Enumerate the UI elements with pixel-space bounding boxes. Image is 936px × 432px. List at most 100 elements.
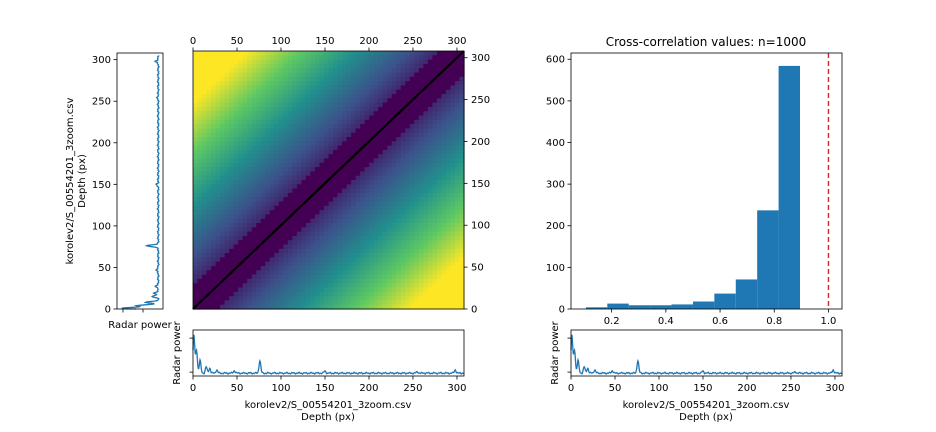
heatmap-frame <box>192 50 465 310</box>
heatmap-cell <box>301 214 307 220</box>
heatmap-cell <box>373 106 379 112</box>
heatmap-cell <box>418 98 424 104</box>
heatmap-cell <box>265 137 271 142</box>
heatmap-cell <box>414 51 420 56</box>
heatmap-cell <box>220 124 226 129</box>
heatmap-cell <box>224 244 230 250</box>
heatmap-cell <box>391 111 397 117</box>
heatmap-cell <box>224 162 230 168</box>
heatmap-cell <box>432 85 438 91</box>
heatmap-cell <box>314 304 321 310</box>
heatmap-cell <box>193 132 199 138</box>
heatmap-cell <box>351 119 357 125</box>
heatmap-cell <box>287 227 293 233</box>
heatmap-cell <box>364 184 370 190</box>
heatmap-cell <box>202 137 208 142</box>
heatmap-cell <box>369 201 375 207</box>
heatmap-cell <box>292 248 298 254</box>
heatmap-cell <box>292 115 298 121</box>
heatmap-cell <box>427 128 433 134</box>
heatmap-cell <box>454 162 461 168</box>
heatmap-cell <box>427 149 433 155</box>
heatmap-cell <box>333 149 339 155</box>
heatmap-cell <box>319 253 325 258</box>
heatmap-cell <box>269 201 275 207</box>
heatmap-cell <box>229 184 235 190</box>
heatmap-cell <box>459 283 465 289</box>
heatmap-cell <box>319 145 325 151</box>
heatmap-cell <box>432 137 438 142</box>
heatmap-cell <box>265 231 271 237</box>
heatmap-cell <box>274 98 280 104</box>
heatmap-cell <box>242 188 248 194</box>
heatmap-cell <box>265 291 271 297</box>
heatmap-cell <box>206 51 212 56</box>
heatmap-cell <box>373 171 379 177</box>
bottom-trace-2-xtick-label: 50 <box>609 383 622 394</box>
heatmap-cell <box>278 115 284 121</box>
heatmap-cell <box>373 94 379 99</box>
heatmap-cell <box>265 240 271 246</box>
heatmap-cell <box>260 158 266 164</box>
heatmap-cell <box>251 158 257 164</box>
heatmap-cell <box>233 59 239 65</box>
heatmap-cell <box>396 257 402 263</box>
heatmap-cell <box>414 76 420 82</box>
heatmap-cell <box>202 240 208 246</box>
heatmap-cell <box>301 89 307 95</box>
heatmap-cell <box>193 158 199 164</box>
heatmap-cell <box>206 205 212 211</box>
heatmap-cell <box>333 274 339 280</box>
heatmap-cell <box>436 180 443 185</box>
heatmap-cell <box>436 94 443 99</box>
heatmap-cell <box>238 59 244 65</box>
heatmap-cell <box>296 248 302 254</box>
heatmap-cell <box>301 141 307 147</box>
heatmap-cell <box>260 304 266 310</box>
left-ytick-label: 150 <box>92 180 111 191</box>
heatmap-cell <box>396 188 402 194</box>
heatmap-cell <box>301 175 307 181</box>
heatmap-cell <box>247 205 253 211</box>
heatmap-cell <box>360 180 366 185</box>
heatmap-cell <box>251 102 257 108</box>
heatmap-cell <box>355 205 361 211</box>
heatmap-cell <box>450 175 456 181</box>
heatmap-cell <box>459 184 465 190</box>
heatmap-cell <box>387 291 393 297</box>
heatmap-cell <box>364 145 370 151</box>
heatmap-cell <box>265 98 271 104</box>
heatmap-cell <box>355 248 361 254</box>
heatmap-cell <box>310 51 316 56</box>
heatmap-cell <box>346 188 352 194</box>
heatmap-cell <box>445 218 452 224</box>
heatmap-cell <box>256 106 262 112</box>
heatmap-cell <box>328 257 334 263</box>
heatmap-cell <box>355 154 361 160</box>
heatmap-cell <box>229 188 235 194</box>
heatmap-cell <box>229 132 235 138</box>
heatmap-cell <box>378 154 384 160</box>
heatmap-cell <box>432 266 438 271</box>
heatmap-cell <box>391 171 397 177</box>
heatmap-cell <box>247 98 253 104</box>
heatmap-cell <box>405 291 411 297</box>
heatmap-cell <box>215 175 221 181</box>
heatmap-cell <box>387 85 393 91</box>
heatmap-cell <box>432 227 438 233</box>
heatmap-cell <box>373 223 379 228</box>
heatmap-image <box>192 50 465 310</box>
heatmap-cell <box>441 197 447 203</box>
heatmap-cell <box>454 141 461 147</box>
heatmap-cell <box>409 266 415 271</box>
heatmap-cell <box>301 296 307 301</box>
heatmap-cell <box>197 55 203 61</box>
heatmap-cell <box>445 167 452 172</box>
heatmap-cell <box>247 257 253 263</box>
heatmap-cell <box>409 145 415 151</box>
heatmap-cell <box>202 51 208 56</box>
heatmap-cell <box>247 167 253 172</box>
heatmap-cell <box>391 145 397 151</box>
heatmap-cell <box>337 68 343 74</box>
